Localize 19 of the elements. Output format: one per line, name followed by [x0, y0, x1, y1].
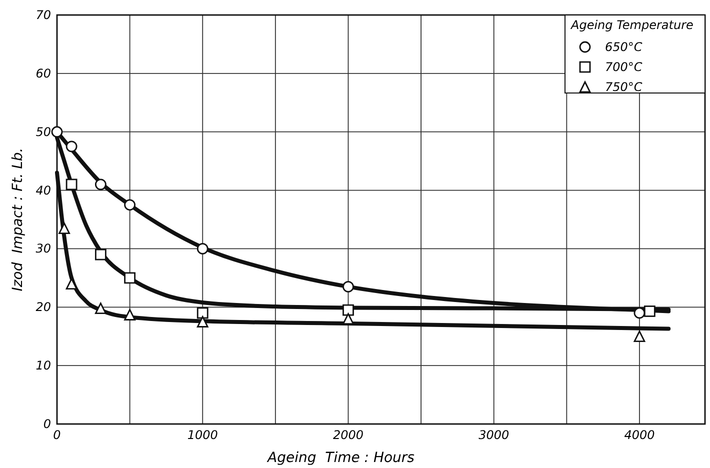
x-tick-label: 4000	[624, 428, 656, 442]
y-tick-label: 60	[36, 66, 52, 80]
y-axis-title: Izod Impact : Ft. Lb.	[10, 148, 26, 292]
legend-label: 750°C	[605, 80, 643, 94]
y-tick-label: 20	[36, 300, 52, 314]
legend-label: 650°C	[605, 40, 643, 54]
x-tick-label: 2000	[332, 428, 364, 442]
y-tick-label: 70	[36, 8, 52, 22]
legend-title: Ageing Temperature	[570, 18, 694, 32]
y-tick-label: 50	[36, 124, 52, 139]
x-tick-label: 0	[53, 428, 62, 442]
y-tick-label: 40	[36, 183, 52, 198]
x-axis-title: Ageing Time : Hours	[266, 450, 414, 466]
y-tick-label: 10	[36, 358, 52, 373]
x-tick-label: 1000	[187, 428, 218, 442]
x-tick-label: 3000	[478, 428, 510, 442]
y-tick-label: 30	[36, 242, 52, 256]
y-tick-label: 0	[43, 417, 52, 431]
legend-label: 700°C	[605, 60, 643, 74]
